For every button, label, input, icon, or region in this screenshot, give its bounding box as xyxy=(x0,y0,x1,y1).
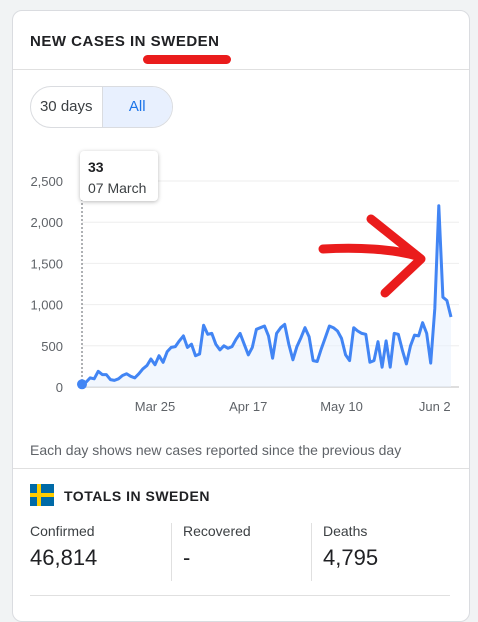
stat-confirmed: Confirmed 46,814 xyxy=(30,523,97,583)
stat-deaths: Deaths 4,795 xyxy=(323,523,378,583)
red-arrow-annotation xyxy=(318,214,426,298)
stat-confirmed-label: Confirmed xyxy=(30,523,95,539)
x-tick-label: Jun 2 xyxy=(419,399,451,414)
y-tick-label: 1,000 xyxy=(30,298,63,313)
x-tick-label: May 10 xyxy=(320,399,363,414)
stat-separator xyxy=(311,523,312,581)
card-header: NEW CASES IN SWEDEN xyxy=(13,11,469,70)
stat-deaths-value: 4,795 xyxy=(323,545,379,570)
stat-recovered: Recovered - xyxy=(183,523,251,583)
x-tick-label: Mar 25 xyxy=(135,399,175,414)
stat-deaths-label: Deaths xyxy=(323,523,368,539)
chart-tooltip: 33 07 March xyxy=(80,151,158,201)
stat-recovered-label: Recovered xyxy=(183,523,251,539)
y-tick-label: 1,500 xyxy=(30,256,63,271)
y-tick-label: 500 xyxy=(41,339,63,354)
stat-confirmed-value: 46,814 xyxy=(30,545,98,570)
section-divider xyxy=(13,468,469,469)
series-line xyxy=(81,204,453,386)
stat-recovered-value: - xyxy=(183,545,191,570)
card-title: NEW CASES IN SWEDEN xyxy=(30,33,220,50)
y-tick-label: 0 xyxy=(56,380,63,395)
new-cases-card: NEW CASES IN SWEDEN 30 days All 0 500 1,00… xyxy=(12,10,470,622)
bottom-divider xyxy=(30,595,450,596)
data-point-marker xyxy=(77,379,87,390)
range-toggle: 30 days All xyxy=(30,86,173,128)
stat-separator xyxy=(171,523,172,581)
range-all-button[interactable]: All xyxy=(102,87,172,127)
chart-footnote: Each day shows new cases reported since … xyxy=(30,442,402,458)
sweden-flag-icon xyxy=(30,484,54,506)
totals-title: TOTALS IN SWEDEN xyxy=(64,488,210,504)
tooltip-value: 33 xyxy=(88,159,104,175)
tooltip-date: 07 March xyxy=(88,180,147,196)
range-30-days-button[interactable]: 30 days xyxy=(31,87,103,127)
y-tick-label: 2,000 xyxy=(30,215,63,230)
series-area xyxy=(82,205,451,387)
red-underline-annotation xyxy=(143,55,231,64)
x-tick-label: Apr 17 xyxy=(229,399,267,414)
y-tick-label: 2,500 xyxy=(30,174,63,189)
